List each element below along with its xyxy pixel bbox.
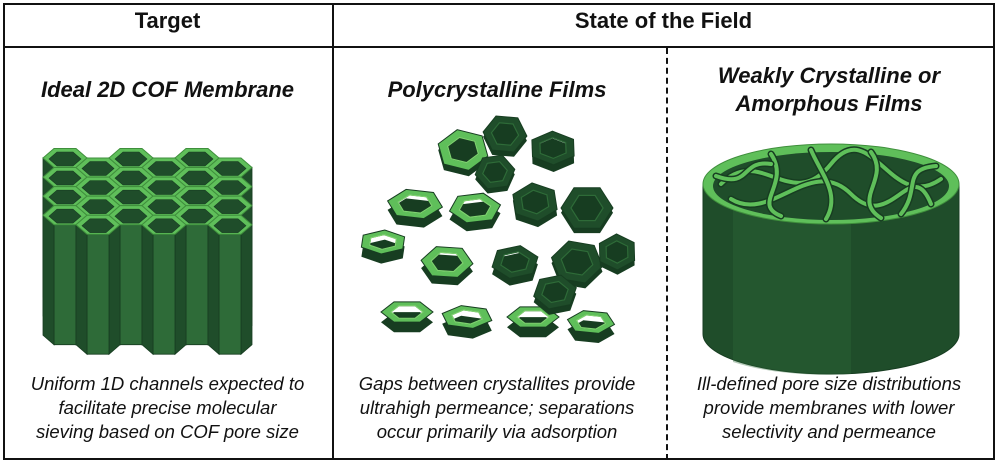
panel-polycrystalline-caption: Gaps between crystallites provide ultrah… bbox=[332, 372, 662, 444]
caption-line: facilitate precise molecular bbox=[58, 397, 277, 418]
figure-frame bbox=[3, 3, 995, 460]
panel-polycrystalline-title: Polycrystalline Films bbox=[387, 77, 607, 102]
polycrystalline-film-illustration bbox=[360, 115, 636, 343]
caption-line: Gaps between crystallites provide bbox=[358, 373, 636, 394]
title-line: Weakly Crystalline or bbox=[717, 63, 941, 88]
panel-amorphous-caption: Ill-defined pore size distributions prov… bbox=[664, 372, 994, 444]
column-divider bbox=[332, 5, 334, 458]
ideal-cof-membrane-illustration bbox=[42, 148, 253, 356]
panel-ideal-caption: Uniform 1D channels expected to facilita… bbox=[5, 372, 330, 444]
panel-amorphous-title: Weakly Crystalline or Amorphous Films bbox=[664, 62, 994, 118]
header-divider bbox=[5, 46, 993, 48]
caption-line: provide membranes with lower bbox=[703, 397, 955, 418]
header-state-of-field: State of the Field bbox=[574, 7, 753, 33]
caption-line: selectivity and permeance bbox=[722, 421, 936, 442]
caption-line: Ill-defined pore size distributions bbox=[696, 373, 962, 394]
caption-line: occur primarily via adsorption bbox=[376, 421, 618, 442]
caption-line: ultrahigh permeance; separations bbox=[359, 397, 635, 418]
caption-line: Uniform 1D channels expected to bbox=[30, 373, 305, 394]
panel-ideal-title: Ideal 2D COF Membrane bbox=[40, 77, 295, 102]
dashed-divider bbox=[666, 48, 668, 460]
header-target: Target bbox=[134, 7, 201, 33]
amorphous-film-illustration bbox=[702, 143, 960, 375]
caption-line: sieving based on COF pore size bbox=[36, 421, 299, 442]
title-line: Amorphous Films bbox=[735, 91, 923, 116]
